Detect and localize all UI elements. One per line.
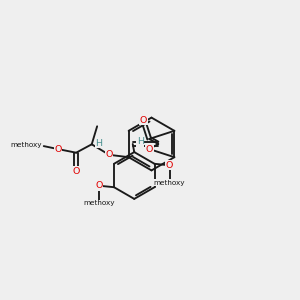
Text: H: H <box>95 139 102 148</box>
Text: O: O <box>140 116 147 124</box>
Text: H: H <box>137 137 144 146</box>
Text: O: O <box>105 150 113 159</box>
Text: O: O <box>54 145 62 154</box>
Text: methoxy: methoxy <box>154 180 185 186</box>
Text: O: O <box>166 161 173 170</box>
Text: O: O <box>146 145 153 154</box>
Text: methoxy: methoxy <box>11 142 42 148</box>
Text: O: O <box>72 167 80 176</box>
Text: O: O <box>95 181 103 190</box>
Text: methoxy: methoxy <box>83 200 115 206</box>
